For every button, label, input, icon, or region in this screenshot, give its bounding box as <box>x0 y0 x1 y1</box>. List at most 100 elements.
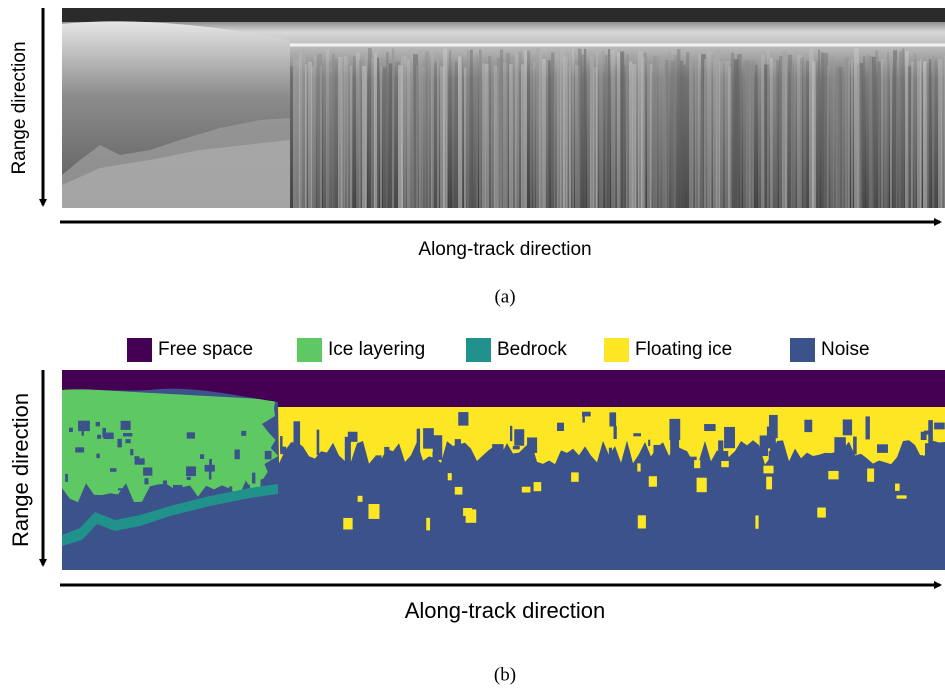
x-axis-label: Along-track direction <box>418 239 591 260</box>
radar-stripe <box>722 59 725 219</box>
ice-fragment <box>697 478 707 493</box>
segmentation-image <box>62 370 945 570</box>
radar-stripe <box>584 49 586 209</box>
radar-stripe <box>668 51 671 211</box>
noise-patch <box>433 435 442 460</box>
radar-stripe <box>926 63 929 223</box>
noise-patch <box>913 455 923 471</box>
noise-patch <box>96 422 100 426</box>
ice-fragment <box>534 482 542 491</box>
radar-stripe <box>878 61 881 221</box>
noise-patch <box>834 437 845 464</box>
noise-patch <box>69 428 73 432</box>
noise-patch <box>163 480 167 484</box>
radar-stripe <box>311 66 314 226</box>
noise-patch <box>143 467 152 475</box>
noise-patch <box>670 437 679 461</box>
radar-stripe <box>890 61 892 221</box>
noise-patch <box>417 429 420 453</box>
noise-patch <box>186 466 196 476</box>
noise-patch <box>121 421 131 430</box>
radar-stripe <box>392 49 394 209</box>
radar-stripe <box>380 66 382 226</box>
radar-stripe <box>548 60 551 220</box>
ice-fragment <box>763 466 773 474</box>
noise-patch <box>526 455 534 476</box>
ice-fragment <box>755 515 758 528</box>
ice-fragment <box>766 477 772 490</box>
ice-fragment <box>649 476 657 486</box>
radar-stripe <box>332 54 335 214</box>
noise-patch <box>609 448 612 472</box>
radar-stripe <box>374 53 377 213</box>
ice-fragment <box>817 508 826 518</box>
radar-stripe <box>827 65 830 225</box>
y-axis-label: Range direction <box>8 393 33 547</box>
noise-patch <box>925 443 932 458</box>
radar-stripe <box>767 49 770 209</box>
noise-patch <box>265 451 272 459</box>
radar-stripe <box>359 60 361 220</box>
noise-patch <box>96 454 99 459</box>
radar-stripe <box>470 50 473 210</box>
radar-stripe <box>704 59 707 219</box>
radar-stripe <box>431 49 434 209</box>
noise-patch <box>760 435 768 456</box>
radar-stripe <box>347 55 350 215</box>
noise-patch <box>614 426 617 439</box>
noise-patch <box>557 423 564 431</box>
radar-stripe <box>320 66 322 226</box>
noise-patch <box>423 428 434 449</box>
radar-stripe <box>365 54 367 214</box>
noise-patch <box>928 420 933 445</box>
radar-stripe <box>581 54 584 214</box>
radar-stripe <box>323 58 326 218</box>
radar-stripe <box>860 63 863 223</box>
noise-patch <box>492 444 503 465</box>
noise-patch <box>718 440 723 454</box>
radar-stripe <box>785 62 787 222</box>
noise-patch <box>609 412 616 426</box>
radar-stripe <box>605 55 608 215</box>
legend-swatch <box>466 338 491 362</box>
radar-stripe <box>932 56 934 216</box>
legend-swatch <box>297 338 322 362</box>
radar-stripe <box>731 53 734 213</box>
legend-label: Noise <box>821 339 870 360</box>
radar-stripe <box>848 60 850 220</box>
noise-patch <box>293 421 300 449</box>
radar-stripe <box>686 52 689 212</box>
radar-stripe <box>437 57 439 217</box>
noise-patch <box>235 450 240 460</box>
radar-stripe <box>326 49 329 209</box>
noise-patch <box>877 444 888 453</box>
radar-stripe <box>806 61 809 221</box>
caption: (b) <box>494 664 516 685</box>
radar-stripe <box>656 56 659 216</box>
radar-stripe <box>794 50 797 210</box>
noise-patch <box>187 477 191 480</box>
noise-patch <box>770 442 776 465</box>
ice-fragment <box>694 460 700 468</box>
radar-stripe <box>929 59 931 219</box>
noise-patch <box>648 440 650 446</box>
radar-stripe <box>602 50 604 210</box>
radar-stripe <box>881 59 883 219</box>
radar-stripe <box>920 59 922 219</box>
noise-patch <box>633 433 641 436</box>
ice-fragment <box>867 468 874 481</box>
radar-stripe <box>530 66 533 226</box>
radar-stripe <box>404 56 407 216</box>
noise-patch <box>921 432 927 440</box>
radar-stripe <box>815 62 818 222</box>
radar-stripe <box>314 55 316 215</box>
radar-stripe <box>758 52 761 212</box>
noise-patch <box>280 436 282 451</box>
radar-stripe <box>596 51 598 211</box>
radar-stripe <box>500 50 503 210</box>
noise-patch <box>82 428 84 436</box>
legend-label: Ice layering <box>328 339 425 360</box>
noise-patch <box>187 432 195 438</box>
noise-patch <box>513 446 520 449</box>
